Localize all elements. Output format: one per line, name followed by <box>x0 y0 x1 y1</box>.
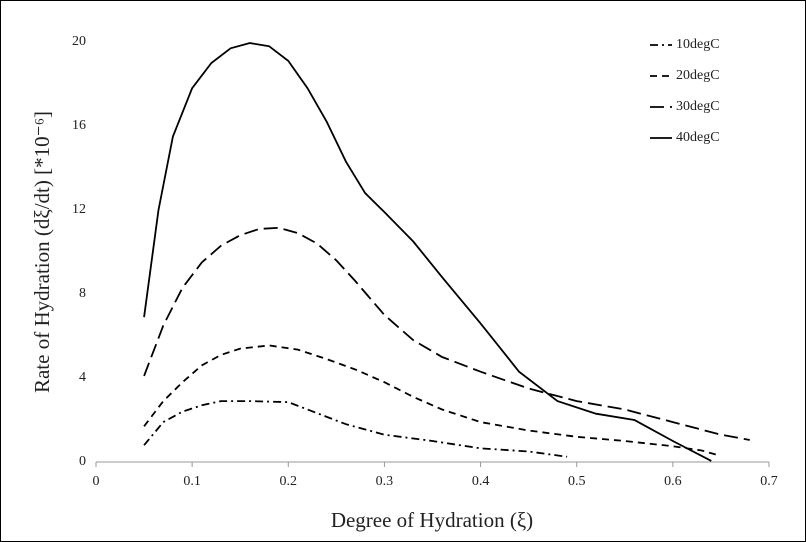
x-tick-label: 0.4 <box>472 474 490 489</box>
data-line <box>143 42 712 462</box>
x-tick-label: 0 <box>93 474 100 489</box>
x-tick-label: 0.7 <box>760 474 778 489</box>
y-tick-label: 8 <box>79 286 86 301</box>
y-tick-label: 12 <box>72 202 86 217</box>
x-tick-label: 0.3 <box>376 474 394 489</box>
x-tick-label: 0.5 <box>568 474 586 489</box>
data-line <box>143 344 717 456</box>
legend-text: 30degC <box>676 99 720 114</box>
y-tick-label: 4 <box>79 370 86 385</box>
x-tick-label: 0.1 <box>183 474 201 489</box>
legend-text: 20degC <box>676 68 720 83</box>
data-line <box>143 400 568 458</box>
x-tick-label: 0.2 <box>280 474 298 489</box>
y-tick-label: 20 <box>72 34 86 49</box>
y-tick-label: 16 <box>72 118 86 133</box>
y-axis-title: Rate of Hydration (dξ/dt) [*10⁻⁶] <box>30 111 54 393</box>
y-tick-label: 0 <box>79 454 86 469</box>
legend-text: 10degC <box>676 37 720 52</box>
x-axis-title: Degree of Hydration (ξ) <box>331 508 533 532</box>
data-line <box>143 226 750 441</box>
legend-text: 40degC <box>676 130 720 145</box>
x-tick-label: 0.6 <box>664 474 682 489</box>
